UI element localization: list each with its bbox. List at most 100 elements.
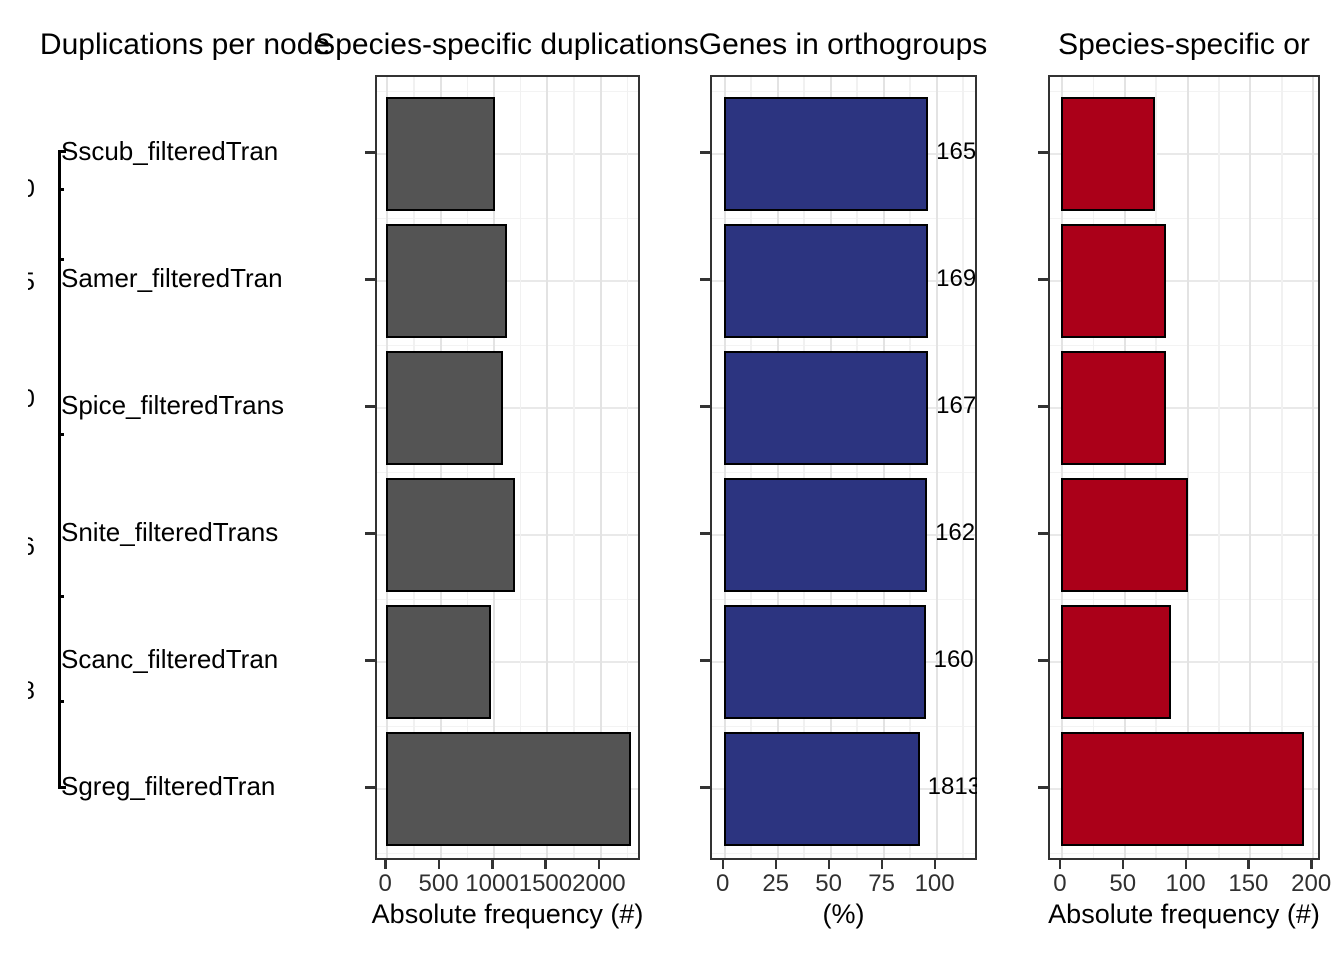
tree-node-label-digit: 0	[28, 385, 35, 413]
v-gridline-minor	[750, 77, 752, 858]
y-axis-tick	[365, 785, 375, 789]
x-axis-tick	[1310, 860, 1313, 869]
panel-title-orthogenes: Genes in orthogroups	[698, 28, 988, 61]
h-gridline-minor	[712, 598, 975, 600]
tree-tip-label: Snite_filteredTrans	[61, 517, 279, 547]
v-gridline-minor	[413, 77, 415, 858]
x-axis-tick	[491, 860, 494, 869]
y-axis-tick	[365, 531, 375, 535]
x-tick-label: 50	[815, 870, 843, 897]
tree-branch-stub	[58, 433, 64, 436]
h-gridline-minor	[1050, 598, 1318, 600]
y-axis-tick	[1038, 404, 1048, 408]
bar	[386, 224, 507, 338]
tree-node-label: 5	[28, 268, 47, 298]
bar	[386, 351, 504, 465]
v-gridline-major	[1312, 77, 1315, 858]
v-gridline-major	[1060, 77, 1063, 858]
y-axis-tick	[1038, 531, 1048, 535]
h-gridline-minor	[377, 90, 638, 92]
tree-branch-stub	[58, 786, 66, 789]
y-axis-tick	[1038, 150, 1048, 154]
v-gridline-minor	[626, 77, 629, 858]
h-gridline-major	[377, 280, 638, 282]
x-tick-label: 0	[716, 870, 730, 897]
y-axis-tick	[365, 277, 375, 281]
tree-node-label: 6	[28, 533, 47, 563]
y-axis-tick	[700, 658, 710, 662]
y-axis-tick	[365, 658, 375, 662]
v-gridline-major	[935, 77, 938, 858]
y-axis-tick	[700, 785, 710, 789]
x-tick-label: 0	[1053, 870, 1067, 897]
v-gridline-major	[439, 77, 442, 858]
h-gridline-minor	[1050, 217, 1318, 219]
x-tick-label: 0	[378, 870, 392, 897]
h-gridline-minor	[377, 852, 638, 854]
h-gridline-minor	[712, 217, 975, 219]
h-gridline-minor	[712, 344, 975, 346]
x-tick-label: 100	[1165, 870, 1206, 897]
h-gridline-minor	[377, 598, 638, 600]
tree-node-label-digit: 6	[28, 533, 35, 561]
bar-value-label: 165	[936, 138, 977, 165]
y-axis-tick	[700, 150, 710, 154]
tree-tip-label: Samer_filteredTran	[61, 263, 283, 293]
y-axis-tick	[700, 277, 710, 281]
tree-node-label-digit: 0	[28, 175, 35, 203]
x-axis-tick	[721, 860, 725, 869]
h-gridline-minor	[377, 344, 638, 346]
v-gridline-minor	[573, 77, 575, 858]
h-gridline-major	[1050, 407, 1318, 409]
plot-panel	[1048, 75, 1320, 860]
y-axis-tick	[1038, 785, 1048, 789]
panel-title-tree: Duplications per node	[39, 28, 331, 61]
v-gridline-major	[493, 77, 495, 858]
tree-branch-stub	[58, 595, 64, 598]
v-gridline-minor	[856, 77, 858, 858]
x-axis-tick	[437, 860, 441, 869]
bar	[1060, 224, 1167, 338]
x-tick-label: 100	[914, 870, 955, 897]
bar-value-label: 160	[933, 646, 974, 673]
x-axis-title: Absolute frequency (#)	[1048, 899, 1320, 929]
h-gridline-major	[377, 407, 638, 409]
bar	[1060, 97, 1155, 211]
bar	[723, 351, 929, 465]
v-gridline-major	[1249, 77, 1252, 858]
h-gridline-minor	[377, 217, 638, 219]
x-tick-label: 50	[1109, 870, 1137, 897]
h-gridline-major	[377, 661, 638, 663]
bar-value-label: 1813	[927, 773, 977, 800]
v-gridline-major	[776, 77, 779, 858]
x-axis-tick	[1058, 860, 1062, 869]
bar	[1060, 605, 1172, 719]
v-gridline-major	[882, 77, 885, 858]
v-gridline-major	[599, 77, 602, 858]
h-gridline-minor	[377, 725, 638, 727]
plot-panel	[710, 75, 977, 860]
tree-branch-stub	[58, 700, 64, 703]
tree-backbone	[58, 150, 61, 789]
bar	[386, 605, 491, 719]
bar	[1060, 351, 1167, 465]
tree-tip-label: Scanc_filteredTran	[61, 644, 279, 674]
h-gridline-major	[377, 153, 638, 155]
x-axis-title: Absolute frequency (#)	[371, 899, 644, 929]
x-axis-tick	[774, 860, 778, 869]
x-axis-tick	[933, 860, 937, 869]
tree-branch-stub	[58, 258, 64, 261]
x-axis-tick	[1184, 860, 1188, 869]
x-axis-title: (%)	[822, 899, 865, 929]
x-axis-tick	[384, 860, 387, 869]
bar	[723, 605, 926, 719]
bar	[723, 97, 929, 211]
v-gridline-minor	[803, 77, 805, 858]
bar	[1060, 478, 1188, 592]
panel-title-duplications: Species-specific duplications	[315, 28, 699, 61]
v-gridline-major	[1123, 77, 1126, 858]
h-gridline-minor	[712, 725, 975, 727]
v-gridline-minor	[1092, 77, 1095, 858]
tree-tip-label: Spice_filteredTrans	[61, 390, 285, 420]
